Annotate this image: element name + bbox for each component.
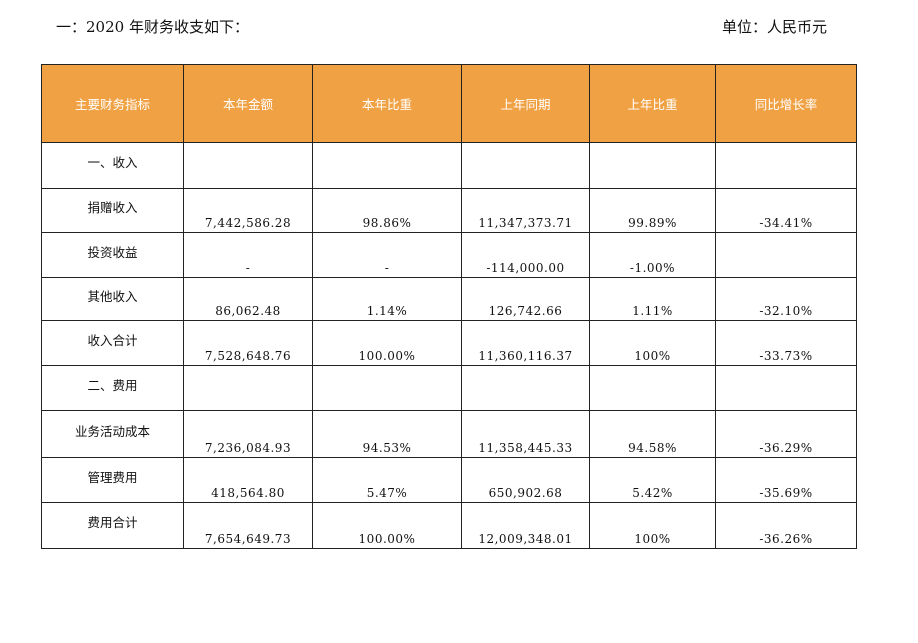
value-cell: 5.47% — [312, 457, 462, 503]
value-cell: -34.41% — [715, 188, 857, 233]
row-label: 一、收入 — [87, 155, 138, 170]
value-cell: 99.89% — [589, 188, 716, 233]
value-cell: 11,358,445.33 — [461, 410, 590, 458]
value-cell: 7,654,649.73 — [183, 502, 313, 549]
row-label-cell: 捐赠收入 — [41, 188, 184, 233]
value-cell: - — [312, 232, 462, 278]
value-cell: 418,564.80 — [183, 457, 313, 503]
value-cell: 100.00% — [312, 502, 462, 549]
value-cell: 100% — [589, 502, 716, 549]
table-row: 费用合计 7,654,649.73 100.00% 12,009,348.01 100%… — [41, 502, 857, 549]
value-cell — [183, 365, 313, 411]
row-label: 投资收益 — [87, 244, 138, 260]
value-cell: 12,009,348.01 — [461, 502, 590, 549]
value-cell: -36.26% — [715, 502, 857, 549]
value-cell: - — [183, 232, 313, 278]
row-label-cell: 费用合计 — [41, 502, 184, 549]
header-cell: 本年金额 — [183, 64, 313, 143]
header-cell: 上年比重 — [589, 64, 716, 143]
table-row: 投资收益 - - -114,000.00 -1.00% — [41, 232, 857, 278]
value-cell: 1.11% — [589, 277, 716, 321]
row-label-cell: 其他收入 — [41, 277, 184, 321]
value-cell: 11,347,373.71 — [461, 188, 590, 233]
value-cell — [312, 142, 462, 189]
page-title: 一：2020 年财务收支如下： — [56, 18, 249, 36]
header-cell: 上年同期 — [461, 64, 590, 143]
value-cell — [461, 365, 590, 411]
table-row: 二、费用 — [41, 365, 857, 411]
table-row: 其他收入 86,062.48 1.14% 126,742.66 1.11% -32.10% — [41, 277, 857, 321]
value-cell: -35.69% — [715, 457, 857, 503]
value-cell — [715, 232, 857, 278]
unit-label: 单位：人民币元 — [722, 18, 828, 36]
row-label-cell: 管理费用 — [41, 457, 184, 503]
value-cell: -114,000.00 — [461, 232, 590, 278]
value-cell — [715, 142, 857, 189]
row-label-cell: 收入合计 — [41, 320, 184, 366]
row-label: 管理费用 — [87, 469, 138, 485]
value-cell: 94.58% — [589, 410, 716, 458]
value-cell: 86,062.48 — [183, 277, 313, 321]
table-row: 管理费用 418,564.80 5.47% 650,902.68 5.42% -35.69… — [41, 457, 857, 503]
value-cell: 1.14% — [312, 277, 462, 321]
value-cell: 126,742.66 — [461, 277, 590, 321]
row-label-cell: 二、费用 — [41, 365, 184, 411]
financial-table: 主要财务指标 本年金额 本年比重 上年同期 上年比重 同比增长率 一、收入捐赠收… — [41, 64, 857, 549]
table-row: 业务活动成本 7,236,084.93 94.53% 11,358,445.33 94.… — [41, 410, 857, 458]
value-cell: 650,902.68 — [461, 457, 590, 503]
value-cell: -1.00% — [589, 232, 716, 278]
row-label: 业务活动成本 — [74, 423, 150, 439]
header-cell: 本年比重 — [312, 64, 462, 143]
value-cell: 100.00% — [312, 320, 462, 366]
value-cell: 94.53% — [312, 410, 462, 458]
row-label-cell: 投资收益 — [41, 232, 184, 278]
value-cell — [461, 142, 590, 189]
value-cell: -36.29% — [715, 410, 857, 458]
value-cell — [183, 142, 313, 189]
value-cell: 11,360,116.37 — [461, 320, 590, 366]
header-cell: 主要财务指标 — [41, 64, 184, 143]
table-row: 收入合计 7,528,648.76 100.00% 11,360,116.37 100%… — [41, 320, 857, 366]
value-cell: -32.10% — [715, 277, 857, 321]
table-header-row: 主要财务指标 本年金额 本年比重 上年同期 上年比重 同比增长率 — [41, 64, 857, 143]
value-cell — [312, 365, 462, 411]
row-label-cell: 一、收入 — [41, 142, 184, 189]
value-cell: -33.73% — [715, 320, 857, 366]
header-cell: 同比增长率 — [715, 64, 857, 143]
value-cell: 100% — [589, 320, 716, 366]
row-label: 二、费用 — [87, 377, 138, 393]
table-row: 一、收入 — [41, 142, 857, 189]
row-label: 收入合计 — [87, 332, 138, 348]
value-cell — [589, 142, 716, 189]
value-cell — [715, 365, 857, 411]
row-label: 捐赠收入 — [87, 200, 138, 215]
table-row: 捐赠收入 7,442,586.28 98.86% 11,347,373.71 99.89… — [41, 188, 857, 233]
value-cell: 7,442,586.28 — [183, 188, 313, 233]
row-label: 费用合计 — [87, 515, 138, 530]
value-cell — [589, 365, 716, 411]
value-cell: 7,528,648.76 — [183, 320, 313, 366]
value-cell: 98.86% — [312, 188, 462, 233]
row-label: 其他收入 — [87, 288, 138, 304]
value-cell: 5.42% — [589, 457, 716, 503]
row-label-cell: 业务活动成本 — [41, 410, 184, 458]
value-cell: 7,236,084.93 — [183, 410, 313, 458]
